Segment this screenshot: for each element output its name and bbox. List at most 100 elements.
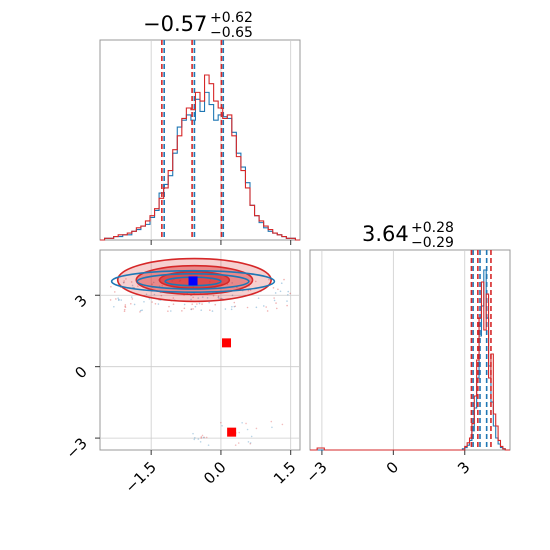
scatter-point: [123, 281, 125, 284]
scatter-point: [241, 421, 243, 424]
scatter-point: [219, 297, 222, 300]
title-param-1-minus: −0.65: [210, 25, 253, 41]
scatter-point: [287, 293, 289, 296]
truth-marker: [227, 427, 237, 437]
scatter-point: [208, 301, 210, 304]
x-tick-label: −3: [302, 458, 330, 486]
contour-level: [136, 273, 250, 290]
histogram-series-1: [100, 91, 300, 241]
scatter-point: [286, 300, 288, 302]
scatter-point: [194, 437, 196, 439]
scatter-point: [277, 288, 279, 291]
scatter-point: [192, 308, 194, 310]
scatter-point: [139, 309, 142, 312]
scatter-point: [249, 442, 252, 444]
scatter-point: [220, 297, 223, 300]
scatter-point: [131, 298, 134, 300]
scatter-point: [275, 307, 278, 310]
scatter-point: [192, 296, 194, 299]
scatter-point: [218, 297, 220, 300]
scatter-point: [192, 432, 194, 435]
scatter-point: [143, 300, 145, 303]
scatter-point: [233, 305, 236, 308]
scatter-point: [280, 282, 283, 285]
truth-marker: [222, 338, 232, 348]
scatter-point: [130, 281, 133, 283]
scatter-point: [289, 292, 292, 295]
scatter-point: [231, 282, 233, 284]
scatter-point: [207, 444, 210, 446]
scatter-point: [120, 299, 123, 301]
scatter-point: [145, 293, 148, 296]
scatter-point: [237, 442, 240, 444]
title-param-2-minus: −0.29: [411, 235, 454, 251]
scatter-point: [238, 431, 241, 434]
scatter-point: [197, 438, 200, 440]
y-tick-label: −3: [62, 434, 90, 462]
scatter-point: [130, 296, 133, 298]
scatter-point: [200, 436, 203, 438]
scatter-point: [247, 441, 250, 443]
scatter-point: [273, 299, 276, 302]
contour-level: [110, 269, 276, 293]
y-tick-label: 3: [71, 291, 90, 310]
scatter-point: [118, 298, 120, 301]
scatter-point: [234, 305, 237, 308]
scatter-point: [246, 428, 249, 431]
scatter-point: [249, 442, 252, 445]
scatter-point: [217, 296, 220, 299]
histogram-panel-param-1: [99, 39, 301, 245]
scatter-point: [246, 306, 249, 309]
y-tick-label: 0: [71, 363, 90, 382]
scatter-point: [124, 305, 126, 308]
scatter-point: [172, 303, 175, 305]
scatter-point: [197, 297, 200, 299]
panel-frame: [99, 249, 301, 451]
x-tick-label: 1.5: [270, 458, 300, 488]
x-tick-label: 0: [383, 458, 402, 477]
scatter-point: [272, 287, 275, 289]
scatter-point: [154, 302, 157, 305]
scatter-point: [234, 444, 237, 446]
scatter-point: [200, 437, 203, 439]
scatter-point: [254, 280, 257, 283]
scatter-point: [211, 310, 214, 312]
title-param-1-median: −0.57: [143, 12, 207, 36]
x-tick-label: 3: [454, 458, 473, 477]
scatter-point: [224, 308, 227, 310]
scatter-point: [281, 423, 284, 426]
scatter-point: [257, 297, 260, 299]
scatter-point: [123, 308, 126, 311]
scatter-point: [183, 303, 186, 306]
scatter-point: [113, 305, 115, 308]
scatter-point: [273, 297, 275, 299]
scatter-point: [274, 292, 277, 294]
scatter-point: [268, 278, 270, 281]
scatter-point: [109, 299, 112, 301]
scatter-point: [255, 427, 258, 430]
panel-frame: [99, 39, 301, 241]
scatter-point: [233, 301, 236, 304]
scatter-point: [275, 302, 277, 304]
scatter-point: [170, 310, 172, 312]
scatter-point: [190, 308, 193, 311]
scatter-point: [203, 436, 206, 439]
scatter-point: [217, 295, 220, 298]
title-param-2: 3.64 +0.28 −0.29: [362, 220, 454, 251]
scatter-point: [124, 304, 127, 306]
scatter-point: [139, 311, 141, 313]
scatter-point: [287, 290, 290, 293]
scatter-point: [255, 306, 258, 309]
scatter-point: [194, 305, 197, 308]
scatter-point: [191, 303, 194, 305]
scatter-point: [286, 304, 288, 307]
x-tick-label: −1.5: [121, 458, 159, 496]
scatter-point: [157, 303, 160, 305]
scatter-point: [152, 281, 155, 284]
scatter-point: [113, 291, 116, 293]
scatter-point: [133, 303, 136, 306]
scatter-point: [209, 309, 211, 311]
histogram-panel-param-2: [309, 249, 511, 455]
scatter-point: [265, 306, 267, 308]
